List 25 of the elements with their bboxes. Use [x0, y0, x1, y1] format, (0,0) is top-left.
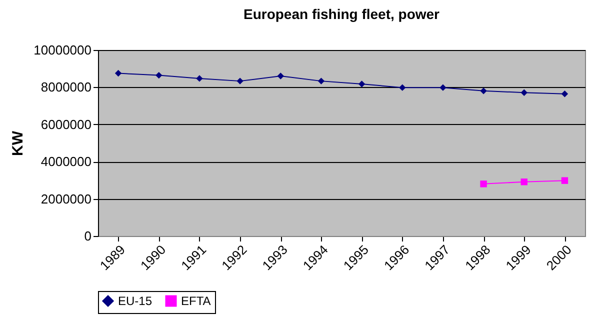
y-axis-title: KW [10, 130, 27, 156]
point [114, 70, 122, 77]
point [520, 178, 528, 186]
point [236, 78, 244, 84]
point [156, 72, 162, 79]
y-tick-label: 10000000 [34, 42, 92, 58]
point [480, 88, 487, 94]
point [561, 90, 568, 98]
point [561, 177, 568, 184]
point [318, 78, 325, 84]
point [358, 80, 366, 88]
legend-label: EU-15 [118, 294, 152, 308]
y-tick-label: 8000000 [40, 80, 92, 95]
legend-label: EFTA [181, 294, 211, 308]
y-tick-label: 4000000 [40, 154, 92, 170]
point [520, 89, 528, 96]
point [480, 180, 487, 188]
point [399, 84, 406, 91]
chart-title: European fishing fleet, power [243, 6, 440, 22]
point [277, 72, 284, 80]
point [196, 75, 203, 82]
y-tick-label: 6000000 [40, 116, 92, 132]
y-tick-label: 2000000 [40, 191, 92, 206]
y-tick-label: 0 [84, 228, 92, 244]
point [440, 84, 446, 91]
